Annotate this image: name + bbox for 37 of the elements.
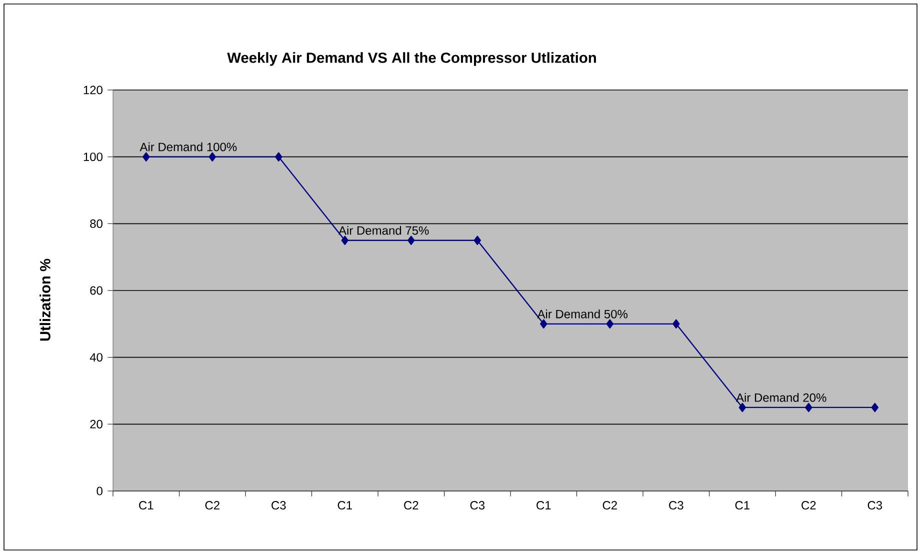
x-tick-label: C1 xyxy=(735,501,750,510)
x-tick-label: C2 xyxy=(205,501,220,510)
x-tick-label: C3 xyxy=(669,501,684,510)
x-tick-label: C1 xyxy=(338,501,352,510)
point xyxy=(275,152,282,162)
x-tick-label: C2 xyxy=(802,501,816,510)
y-tick-label: 0 xyxy=(96,486,102,496)
x-tick-label: C3 xyxy=(470,501,485,510)
point xyxy=(408,236,415,245)
annotation: Air Demand 20% xyxy=(736,393,826,402)
point xyxy=(208,152,216,162)
x-tick-label: C3 xyxy=(868,501,882,510)
point xyxy=(540,319,548,329)
y-axis-title: Utlization % xyxy=(40,258,50,341)
point xyxy=(805,402,812,412)
x-tick-label: C3 xyxy=(272,501,286,510)
annotation: Air Demand 100% xyxy=(140,142,237,152)
point xyxy=(738,402,746,412)
x-tick-label: C2 xyxy=(602,501,617,510)
x-tick-label: C1 xyxy=(139,501,154,510)
point xyxy=(606,319,614,329)
annotation: Air Demand 75% xyxy=(338,226,429,235)
y-tick-label: 120 xyxy=(84,86,102,94)
point xyxy=(341,236,348,245)
y-tick-label: 40 xyxy=(90,353,102,362)
annotation: Air Demand 50% xyxy=(537,310,628,318)
y-tick-label: 60 xyxy=(90,286,102,295)
point xyxy=(672,319,680,329)
y-tick-label: 80 xyxy=(90,219,102,228)
y-tick-label: 20 xyxy=(90,420,102,428)
point xyxy=(142,152,150,162)
point xyxy=(871,402,878,412)
point xyxy=(474,236,481,245)
y-tick-label: 100 xyxy=(84,152,102,162)
x-tick-label: C1 xyxy=(536,501,551,510)
chart-title: Weekly Air Demand VS All the Compressor Utlization xyxy=(227,52,596,66)
x-tick-label: C2 xyxy=(404,501,418,510)
